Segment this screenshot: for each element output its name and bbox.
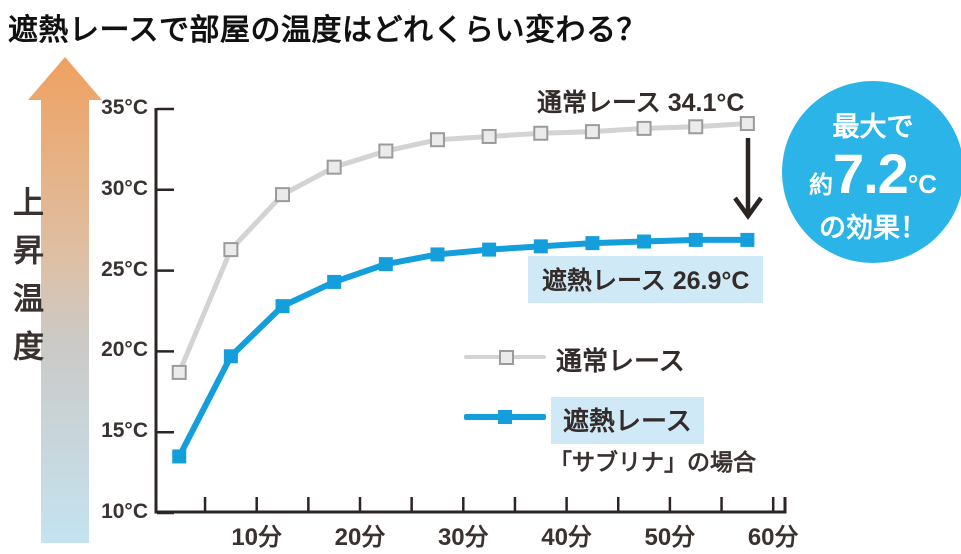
badge-line1: 最大で <box>832 112 914 142</box>
x-axis-tick-label: 40分 <box>541 524 592 551</box>
legend-shield-label: 遮熱レース <box>551 397 704 444</box>
legend-caption: 「サブリナ」の場合 <box>549 449 756 475</box>
x-axis-tick-labels: 10分 20分 30分 40分 50分 60分 <box>0 517 961 551</box>
y-axis-tick-labels: 35°C 30°C 25°C 20°C 15°C 10°C <box>86 0 148 554</box>
badge-approx-prefix: 約 <box>808 172 833 199</box>
x-axis-tick-label: 10分 <box>231 524 283 551</box>
legend-normal-marker-icon <box>499 350 514 365</box>
shield-lace-value-label: 遮熱レース 26.9°C <box>528 256 764 303</box>
x-axis-tick-label: 20分 <box>334 524 386 551</box>
y-axis-tick-label: 15°C <box>101 419 148 443</box>
temperature-rise-arrow-icon <box>28 57 102 543</box>
y-axis-tick-label: 20°C <box>101 338 148 362</box>
normal-lace-value-label: 通常レース 34.1°C <box>537 89 745 117</box>
y-axis-tick-label: 25°C <box>101 257 148 281</box>
y-axis-tick-label: 30°C <box>101 176 148 200</box>
x-axis-tick-label: 30分 <box>437 524 489 551</box>
y-axis-tick-label: 10°C <box>101 500 148 523</box>
badge-value-row: 約 7.2 °C <box>782 146 961 202</box>
x-axis-tick-label: 50分 <box>644 524 696 551</box>
y-axis-title: 上昇温度 <box>8 186 43 378</box>
legend-shield-marker-icon <box>498 410 512 424</box>
badge-line3: の効果！ <box>819 213 927 243</box>
y-axis-tick-label: 35°C <box>101 96 148 119</box>
x-axis-tick-label: 60分 <box>747 524 799 551</box>
difference-down-arrow-icon <box>733 138 763 220</box>
badge-unit: °C <box>907 169 938 199</box>
max-effect-badge: 最大で 約 7.2 °C の効果！ <box>782 81 961 263</box>
page-title: 遮熱レースで部屋の温度はどれくらい変わる？ <box>8 14 647 47</box>
legend-normal-label: 通常レース <box>556 346 685 376</box>
badge-value: 7.2 <box>832 142 909 205</box>
